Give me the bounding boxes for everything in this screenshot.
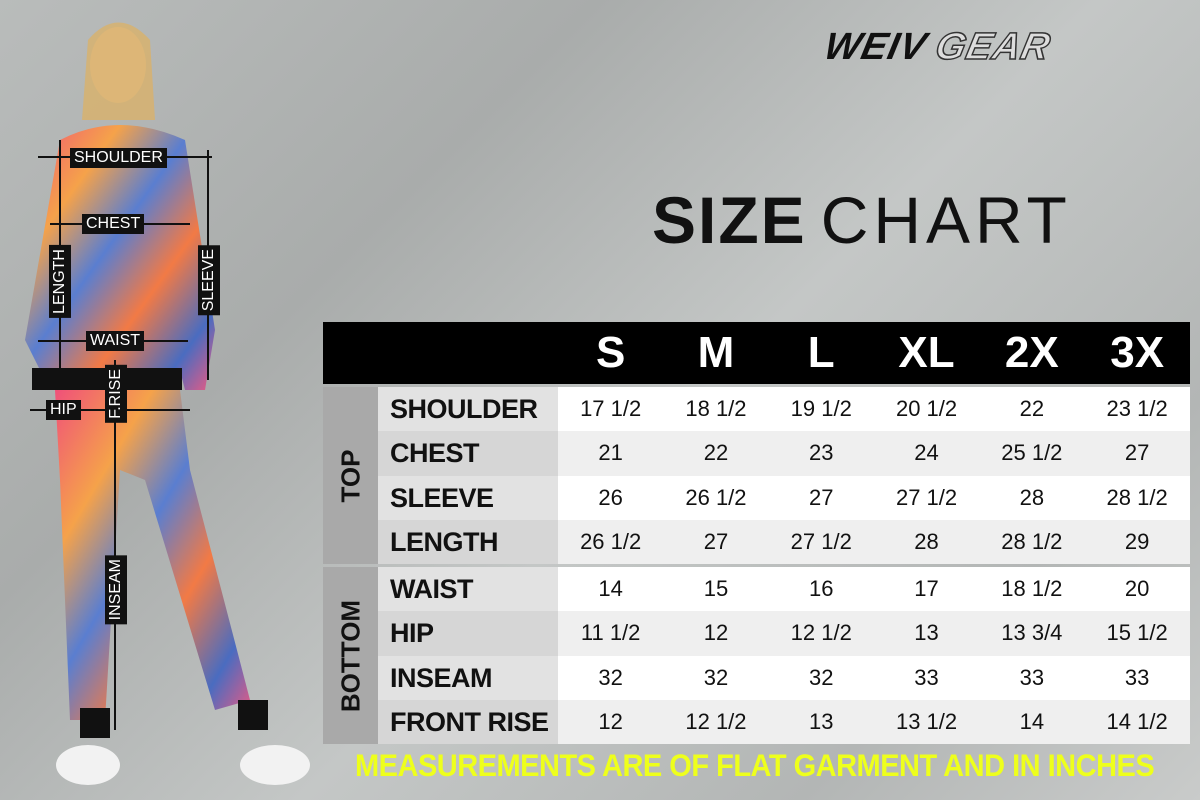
title-light: CHART	[820, 183, 1072, 257]
group-bottom: BOTTOM WAIST 14 15 16 17 18 1/2 20 HIP 11 1/2 12 12…	[323, 567, 1190, 745]
table-cell: 12 1/2	[685, 709, 747, 735]
table-cell: 26 1/2	[580, 528, 642, 554]
group-label: BOTTOM	[323, 567, 378, 745]
table-cell: 14	[1019, 709, 1045, 735]
row-label: SLEEVE	[378, 475, 558, 520]
table-row: HIP 11 1/2 12 12 1/2 13 13 3/4 15 1/2	[378, 611, 1190, 656]
table-cell: 32	[809, 664, 834, 690]
table-cell: 23	[809, 440, 834, 466]
front-rise-label: F.RISE	[105, 365, 127, 423]
table-cell: 13	[914, 620, 939, 646]
table-cell: 26 1/2	[685, 484, 747, 510]
table-cell: 13 1/2	[895, 709, 958, 735]
table-cell: 23 1/2	[1106, 396, 1168, 421]
size-col-header: 2X	[1004, 328, 1059, 377]
group-top: TOP SHOULDER 17 1/2 18 1/2 19 1/2 20 1/2 22 23 …	[323, 387, 1190, 565]
table-cell: 15	[703, 576, 729, 602]
table-cell: 12	[703, 620, 729, 646]
table-cell: 13	[809, 709, 834, 735]
table-row: FRONT RISE 12 12 1/2 13 13 1/2 14 14 1/2	[378, 700, 1190, 745]
table-cell: 14 1/2	[1106, 709, 1168, 735]
table-cell: 15 1/2	[1106, 620, 1168, 646]
page-title: SIZE CHART	[652, 182, 1072, 258]
table-cell: 33	[914, 664, 939, 690]
group-label-text: BOTTOM	[335, 599, 365, 712]
row-label: HIP	[378, 611, 558, 656]
size-header-row: S M L XL 2X 3X	[323, 322, 1190, 384]
hip-label: HIP	[46, 400, 81, 420]
length-label: LENGTH	[49, 245, 71, 318]
waist-label: WAIST	[86, 331, 145, 351]
table-cell: 25 1/2	[1001, 440, 1063, 466]
table-row: SLEEVE 26 26 1/2 27 27 1/2 28 28 1/2	[378, 475, 1190, 520]
table-cell: 18 1/2	[1001, 576, 1063, 602]
table-cell: 19 1/2	[790, 396, 852, 421]
brand-part1: WEIV	[820, 26, 931, 68]
table-cell: 27	[809, 484, 834, 510]
table-cell: 27	[703, 528, 729, 554]
row-label: CHEST	[378, 431, 558, 476]
title-bold: SIZE	[652, 183, 807, 257]
size-table: S M L XL 2X 3X TOP SHOULDER 17 1/2 18 1/2 19…	[323, 322, 1190, 745]
row-label: INSEAM	[378, 655, 558, 701]
table-cell: 12 1/2	[790, 620, 852, 646]
row-label: LENGTH	[378, 519, 558, 565]
sleeve-label: SLEEVE	[198, 245, 220, 316]
group-label: TOP	[323, 387, 378, 565]
table-cell: 33	[1019, 664, 1045, 690]
table-cell: 21	[598, 440, 623, 466]
table-cell: 22	[1019, 396, 1045, 421]
table-row: LENGTH 26 1/2 27 27 1/2 28 28 1/2 29	[378, 519, 1190, 565]
table-row: CHEST 21 22 23 24 25 1/2 27	[378, 431, 1190, 476]
size-col-header: M	[697, 328, 735, 377]
table-cell: 28	[914, 528, 939, 554]
table-cell: 12	[598, 709, 623, 735]
measurement-note: MEASUREMENTS ARE OF FLAT GARMENT AND IN …	[355, 748, 1155, 784]
table-cell: 16	[809, 576, 834, 602]
table-cell: 27 1/2	[790, 528, 852, 554]
table-cell: 24	[914, 440, 939, 466]
table-cell: 20 1/2	[895, 396, 958, 421]
table-row: WAIST 14 15 16 17 18 1/2 20	[378, 567, 1190, 612]
brand-part2: GEAR	[931, 25, 1055, 69]
table-cell: 18 1/2	[685, 396, 747, 421]
table-cell: 11 1/2	[580, 620, 641, 646]
table-cell: 17 1/2	[580, 396, 642, 421]
table-cell: 17	[914, 576, 939, 602]
size-col-header: L	[807, 328, 835, 377]
table-cell: 22	[703, 440, 729, 466]
brand-logo: WEIVGEAR	[820, 25, 1056, 69]
group-label-text: TOP	[335, 449, 365, 503]
table-cell: 32	[703, 664, 729, 690]
table-cell: 28 1/2	[1106, 484, 1168, 510]
table-cell: 28 1/2	[1001, 528, 1063, 554]
table-row: SHOULDER 17 1/2 18 1/2 19 1/2 20 1/2 22 23 1/2	[378, 387, 1190, 432]
table-cell: 28	[1019, 484, 1045, 510]
table-cell: 14	[598, 576, 623, 602]
row-label: FRONT RISE	[378, 700, 558, 745]
table-cell: 32	[598, 664, 623, 690]
size-col-header: 3X	[1110, 328, 1165, 377]
table-row: INSEAM 32 32 32 33 33 33	[378, 655, 1190, 701]
table-cell: 13 3/4	[1001, 620, 1063, 646]
size-col-header: XL	[898, 328, 955, 377]
row-label: SHOULDER	[378, 387, 558, 432]
shoulder-label: SHOULDER	[70, 148, 167, 168]
table-cell: 27 1/2	[895, 484, 958, 510]
size-col-header: S	[595, 328, 626, 377]
inseam-label: INSEAM	[105, 555, 127, 625]
row-label: WAIST	[378, 567, 558, 612]
table-cell: 27	[1124, 440, 1150, 466]
table-cell: 29	[1124, 528, 1150, 554]
chest-label: CHEST	[82, 214, 145, 234]
table-cell: 20	[1124, 576, 1150, 602]
table-cell: 26	[598, 484, 623, 510]
table-cell: 33	[1124, 664, 1150, 690]
